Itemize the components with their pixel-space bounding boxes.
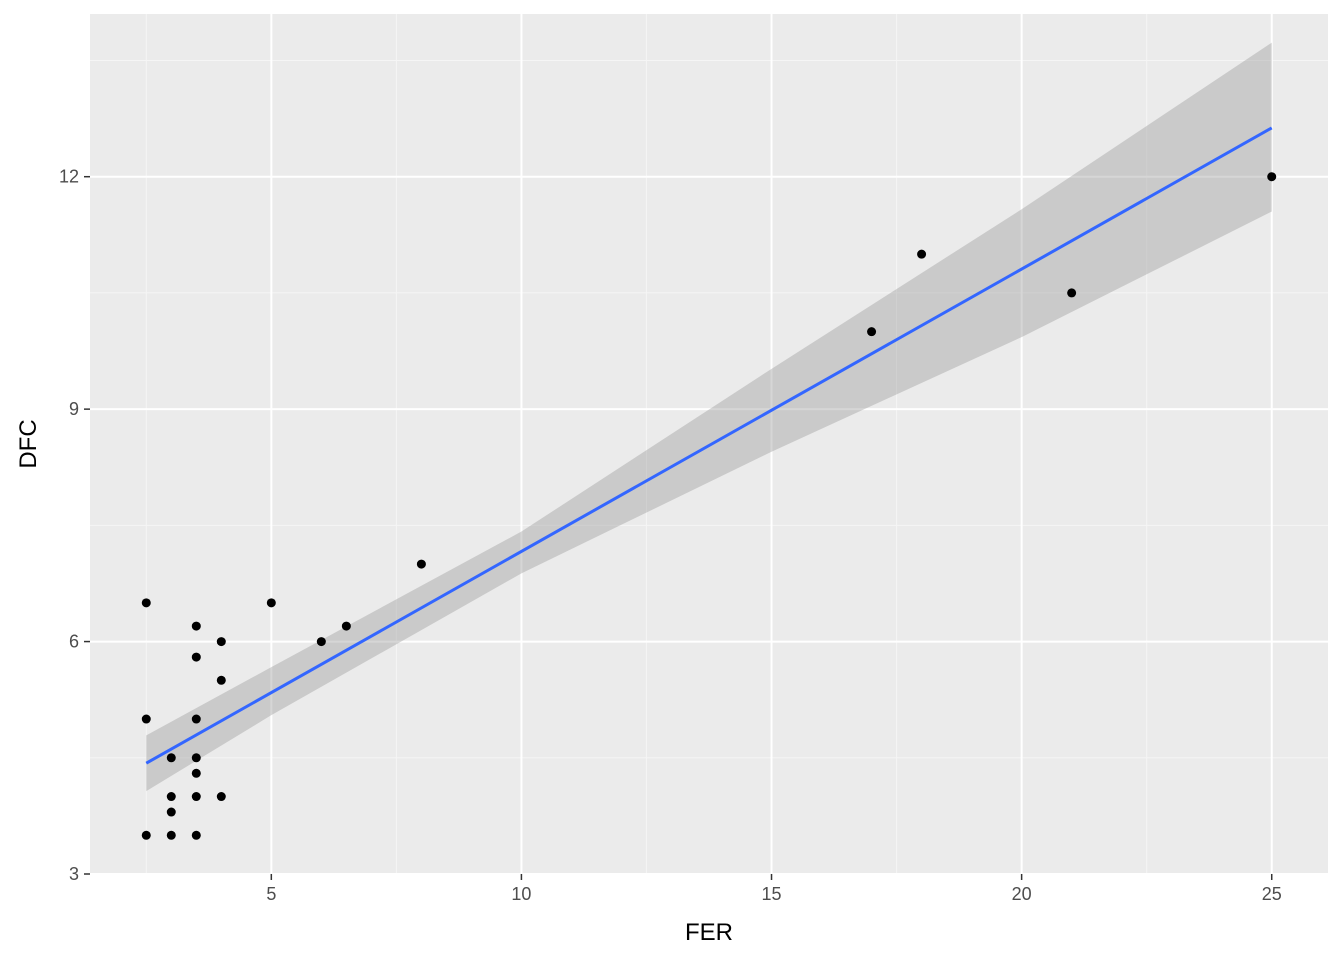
points-layer	[141, 172, 1277, 840]
data-point	[1067, 288, 1077, 298]
data-point	[191, 652, 201, 662]
data-point	[216, 637, 226, 647]
data-point	[191, 768, 201, 778]
x-tick-label: 20	[1012, 884, 1032, 904]
x-axis-title: FER	[685, 919, 733, 946]
data-point	[166, 753, 176, 763]
x-tick-label: 15	[762, 884, 782, 904]
data-point	[266, 598, 276, 608]
data-point	[191, 621, 201, 631]
data-point	[141, 830, 151, 840]
y-axis-title: DFC	[15, 419, 42, 468]
x-tick-label: 25	[1262, 884, 1282, 904]
y-axis: 3 6 9 12	[59, 167, 90, 884]
major-gridlines	[90, 14, 1328, 875]
y-tick-label: 12	[59, 167, 79, 187]
data-point	[216, 792, 226, 802]
x-tick-label: 10	[511, 884, 531, 904]
fit-line-layer	[145, 126, 1273, 765]
data-point	[141, 598, 151, 608]
data-point	[191, 792, 201, 802]
data-point	[166, 830, 176, 840]
data-point	[1267, 172, 1277, 182]
y-tick-label: 9	[69, 399, 79, 419]
x-tick-label: 5	[266, 884, 276, 904]
data-point	[166, 792, 176, 802]
fit-line	[145, 126, 1273, 765]
data-point	[191, 830, 201, 840]
x-axis: 5 10 15 20 25	[266, 874, 1282, 904]
data-point	[341, 621, 351, 631]
data-point	[191, 753, 201, 763]
data-point	[867, 327, 877, 337]
y-tick-label: 3	[69, 864, 79, 884]
data-point	[216, 675, 226, 685]
data-point	[166, 807, 176, 817]
data-point	[416, 559, 426, 569]
data-point	[917, 249, 927, 259]
data-point	[191, 714, 201, 724]
y-tick-label: 6	[69, 632, 79, 652]
data-point	[316, 637, 326, 647]
minor-gridlines	[90, 14, 1328, 874]
data-point	[141, 714, 151, 724]
